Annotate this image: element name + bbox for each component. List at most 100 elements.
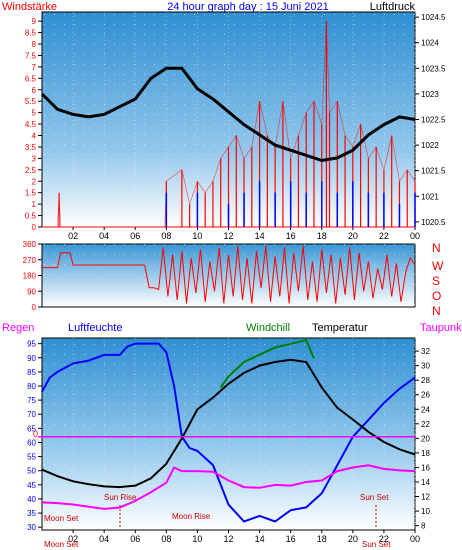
temp-y-tick-label: 10 bbox=[421, 507, 430, 516]
x-tick-label-bottom: 22 bbox=[379, 534, 389, 544]
compass-n-bottom: N bbox=[432, 304, 441, 318]
x-tick-label: 02 bbox=[68, 231, 78, 241]
pressure-line bbox=[40, 66, 416, 163]
wind-y-tick-label: 5 bbox=[32, 109, 37, 118]
temp-y-tick-label: 8 bbox=[421, 522, 426, 531]
temp-y-tick-label: 18 bbox=[421, 449, 430, 458]
wind-y-tick-label: 4.5 bbox=[25, 120, 37, 129]
temp-y-tick-label: 16 bbox=[421, 463, 430, 472]
regen-zero-label: 0 bbox=[33, 429, 38, 439]
temp-y-tick-label: 12 bbox=[421, 493, 430, 502]
wind-gust-series bbox=[165, 181, 416, 227]
wind-direction-series bbox=[42, 245, 416, 304]
pressure-y-tick-label: 1024 bbox=[421, 39, 439, 48]
humidity-line bbox=[41, 342, 416, 523]
wind-y-tick-label: 4 bbox=[32, 132, 37, 141]
pressure-series bbox=[40, 66, 416, 163]
x-tick-label: 20 bbox=[348, 231, 358, 241]
temp-y-tick-label: 26 bbox=[421, 391, 430, 400]
windchill-line bbox=[219, 339, 315, 389]
dir-y-tick-label: 0 bbox=[32, 303, 37, 312]
dir-y-tick-label: 270 bbox=[23, 256, 37, 265]
x-tick-label-bottom: 06 bbox=[130, 534, 140, 544]
wind-y-tick-label: 0.5 bbox=[25, 212, 37, 221]
wind-y-tick-label: 7 bbox=[32, 63, 37, 72]
temperature-line bbox=[41, 358, 416, 489]
label-windchill: Windchill bbox=[246, 322, 290, 334]
dewpoint-line bbox=[41, 464, 416, 510]
wind-y-tick-label: 2.5 bbox=[25, 166, 37, 175]
compass-w: W bbox=[432, 259, 444, 273]
temp-y-tick-label: 28 bbox=[421, 376, 430, 385]
x-tick-label-bottom: 02 bbox=[68, 534, 78, 544]
temp-y-tick-label: 22 bbox=[421, 420, 430, 429]
dir-y-tick-label: 360 bbox=[23, 240, 37, 249]
x-tick-label: 16 bbox=[286, 231, 296, 241]
label-temperatur: Temperatur bbox=[312, 322, 368, 334]
wind-y-tick-label: 1.5 bbox=[25, 189, 37, 198]
wind-y-tick-label: 5.5 bbox=[25, 97, 37, 106]
compass-o: O bbox=[432, 289, 441, 303]
pressure-y-tick-label: 1020.5 bbox=[421, 218, 446, 227]
wind-y-tick-label: 0 bbox=[32, 223, 37, 232]
temp-y-tick-label: 20 bbox=[421, 434, 430, 443]
moon-rise-label: Moon Rise bbox=[172, 512, 211, 521]
x-tick-label: 22 bbox=[379, 231, 389, 241]
humidity-y-tick-label: 30 bbox=[27, 523, 36, 532]
wind-y-tick-label: 7.5 bbox=[25, 51, 37, 60]
humidity-y-tick-label: 45 bbox=[27, 481, 36, 490]
temp-y-tick-label: 24 bbox=[421, 405, 430, 414]
wind-y-tick-label: 1 bbox=[32, 200, 37, 209]
x-tick-label: 08 bbox=[161, 231, 171, 241]
temp-y-tick-label: 14 bbox=[421, 478, 430, 487]
sun-set-label-2: Sun Set bbox=[362, 540, 391, 549]
sun-set-label: Sun Set bbox=[360, 493, 389, 502]
header-title: 24 hour graph day : 15 Juni 2021 bbox=[167, 1, 328, 13]
pressure-y-tick-label: 1024.5 bbox=[421, 13, 446, 22]
humidity-y-tick-label: 65 bbox=[27, 424, 36, 433]
humidity-y-tick-label: 55 bbox=[27, 453, 36, 462]
x-tick-label-bottom: 00 bbox=[410, 534, 420, 544]
compass-s: S bbox=[432, 274, 440, 288]
header-luftdruck: Luftdruck bbox=[370, 1, 416, 13]
pressure-y-tick-label: 1021 bbox=[421, 192, 439, 201]
moon-set-label: Moon Set bbox=[44, 514, 79, 523]
x-tick-label-bottom: 10 bbox=[192, 534, 202, 544]
x-tick-label: 10 bbox=[192, 231, 202, 241]
pressure-y-tick-label: 1023 bbox=[421, 90, 439, 99]
sun-rise-label: Sun Rise bbox=[104, 493, 137, 502]
humidity-y-tick-label: 70 bbox=[27, 410, 36, 419]
header-windstaerke: Windstärke bbox=[2, 1, 57, 13]
x-tick-label-bottom: 18 bbox=[317, 534, 327, 544]
wind-y-tick-label: 9 bbox=[32, 17, 37, 26]
x-tick-label: 06 bbox=[130, 231, 140, 241]
humidity-y-tick-label: 80 bbox=[27, 382, 36, 391]
humidity-y-tick-label: 95 bbox=[27, 340, 36, 349]
x-tick-label-bottom: 16 bbox=[286, 534, 296, 544]
x-tick-label-bottom: 08 bbox=[161, 534, 171, 544]
x-tick-label: 12 bbox=[223, 231, 233, 241]
humidity-y-tick-label: 50 bbox=[27, 467, 36, 476]
pressure-y-tick-label: 1023.5 bbox=[421, 64, 446, 73]
x-tick-label-bottom: 04 bbox=[99, 534, 109, 544]
humidity-y-tick-label: 40 bbox=[27, 495, 36, 504]
x-tick-label-bottom: 12 bbox=[223, 534, 233, 544]
wind-y-tick-label: 8 bbox=[32, 40, 37, 49]
label-luftfeuchte: Luftfeuchte bbox=[68, 322, 122, 334]
wind-y-tick-label: 6.5 bbox=[25, 74, 37, 83]
humidity-y-tick-label: 60 bbox=[27, 438, 36, 447]
humidity-y-tick-label: 85 bbox=[27, 368, 36, 377]
pressure-y-tick-label: 1022 bbox=[421, 141, 439, 150]
wind-direction-line bbox=[42, 245, 416, 304]
humidity-y-tick-label: 35 bbox=[27, 509, 36, 518]
temp-y-tick-label: 32 bbox=[421, 347, 430, 356]
x-tick-label-bottom: 20 bbox=[348, 534, 358, 544]
compass-n-top: N bbox=[432, 241, 441, 255]
humidity-y-tick-label: 90 bbox=[27, 354, 36, 363]
x-tick-label: 14 bbox=[255, 231, 265, 241]
x-tick-label: 18 bbox=[317, 231, 327, 241]
dir-y-tick-label: 90 bbox=[27, 287, 36, 296]
x-tick-label-bottom: 14 bbox=[255, 534, 265, 544]
pressure-y-tick-label: 1022.5 bbox=[421, 116, 446, 125]
